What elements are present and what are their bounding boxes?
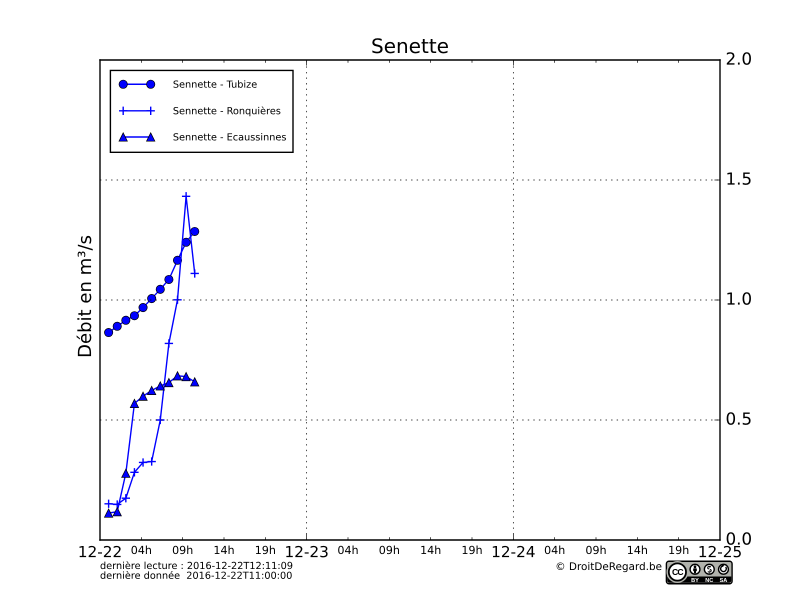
svg-text:NC: NC [705,578,713,584]
svg-text:CC: CC [672,567,683,577]
svg-text:BY: BY [691,578,699,584]
svg-text:SA: SA [720,578,728,584]
